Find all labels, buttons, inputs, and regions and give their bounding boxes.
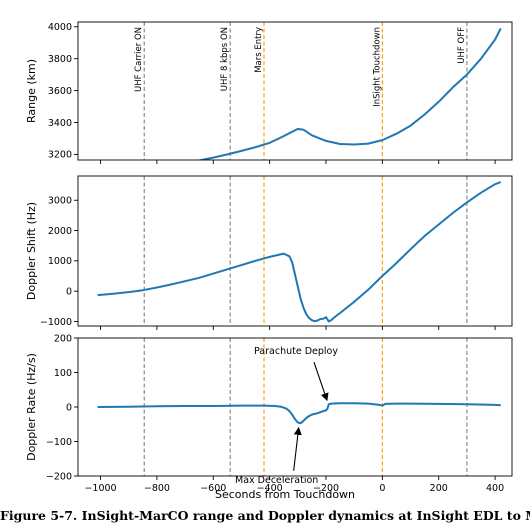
annotation-label-1: Parachute Deploy (254, 346, 338, 357)
x-tick-label: 0 (379, 483, 385, 494)
event-label-3: Mars Entry (254, 27, 264, 73)
panel-1: 3200 3400 3600 3800 4000 Range (km) UHF Carrie… (25, 21, 513, 164)
panel-3-series-line (97, 402, 501, 425)
panel-1-series-line (195, 27, 502, 160)
y-tick-label: 3000 (48, 196, 72, 207)
y-tick-label: −200 (46, 471, 72, 482)
x-tick-label: −1000 (84, 483, 116, 494)
y-tick-label: 3800 (48, 54, 72, 65)
y-tick-label: 3200 (48, 150, 72, 161)
y-tick-label: −100 (46, 437, 72, 448)
x-tick-label: −400 (257, 483, 283, 494)
x-tick-label: −800 (144, 483, 170, 494)
y-axis-label: Doppler Shift (Hz) (25, 202, 38, 300)
y-tick-label: 0 (66, 402, 72, 413)
event-label-2: UHF 8 kbps ON (220, 27, 230, 91)
figure-caption: Figure 5-7. InSight-MarCO range and Dopp… (0, 508, 530, 523)
y-tick-label: 0 (66, 286, 72, 297)
y-tick-label: −1000 (40, 317, 72, 328)
y-axis-label: Doppler Rate (Hz/s) (25, 353, 38, 461)
x-tick-label: −200 (313, 483, 339, 494)
y-tick-label: 100 (54, 368, 72, 379)
annotation-arrow-1 (313, 362, 329, 402)
x-tick-label: 200 (430, 483, 448, 494)
event-label-5: UHF OFF (457, 27, 467, 64)
x-tick-label: 400 (486, 483, 504, 494)
y-tick-label: 4000 (48, 22, 72, 33)
x-tick-label: −600 (200, 483, 226, 494)
y-axis-label: Range (km) (25, 59, 38, 123)
y-tick-label: 2000 (48, 226, 72, 237)
event-label-4: InSight Touchdown (372, 27, 382, 107)
panel-2-series-line (97, 181, 502, 323)
panel-2-frame (77, 175, 513, 327)
annotation-arrow-2 (293, 426, 302, 471)
event-label-1: UHF Carrier ON (134, 27, 144, 92)
y-tick-label: 1000 (48, 256, 72, 267)
y-tick-label: 200 (54, 333, 72, 344)
y-tick-label: 3400 (48, 118, 72, 129)
y-tick-label: 3600 (48, 86, 72, 97)
annotation-label-2: Max Deceleration (235, 475, 318, 486)
x-axis-label: Seconds from Touchdown (215, 488, 355, 501)
panel-2: −1000 0 1000 2000 3000 Doppler Shift (Hz) (25, 175, 513, 330)
